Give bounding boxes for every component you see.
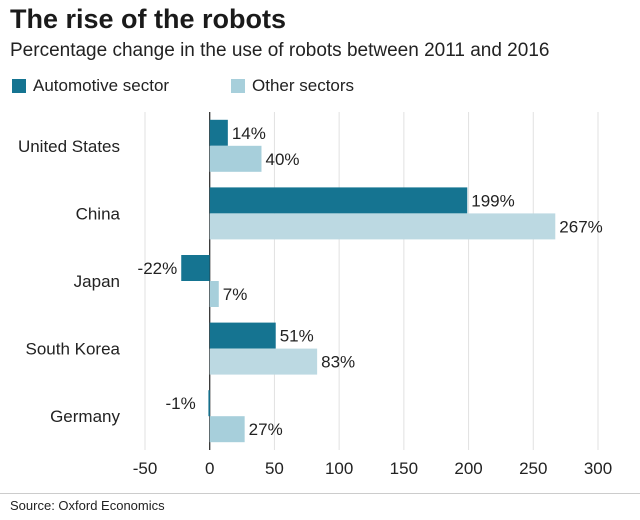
- bar-automotive: [209, 119, 228, 146]
- legend-label-other: Other sectors: [252, 76, 355, 95]
- legend-item-other: Other sectors: [231, 76, 354, 96]
- x-tick-label: 250: [519, 459, 547, 478]
- source-divider: [0, 493, 640, 494]
- x-tick-label: 150: [390, 459, 418, 478]
- legend-swatch-automotive: [12, 79, 26, 93]
- bar-other: [209, 145, 262, 172]
- x-tick-label: 0: [205, 459, 214, 478]
- data-label: 27%: [249, 420, 283, 439]
- bar-automotive: [208, 390, 210, 417]
- bar-automotive: [181, 255, 210, 281]
- data-label: 199%: [471, 191, 514, 210]
- legend-swatch-other: [231, 79, 245, 93]
- chart-subtitle: Percentage change in the use of robots b…: [10, 40, 550, 61]
- bar-other: [209, 348, 318, 375]
- legend-label-automotive: Automotive sector: [33, 76, 170, 95]
- category-label: China: [76, 204, 121, 223]
- legend: Automotive sector Other sectors: [12, 76, 612, 96]
- data-label: 14%: [232, 124, 266, 143]
- category-label: South Korea: [25, 340, 120, 359]
- data-label: 7%: [223, 285, 248, 304]
- bar-other: [209, 281, 219, 307]
- data-label: 267%: [559, 217, 602, 236]
- category-label: United States: [18, 137, 120, 156]
- x-tick-label: 50: [265, 459, 284, 478]
- x-tick-label: 100: [325, 459, 353, 478]
- bar-other: [209, 416, 245, 443]
- data-label: -22%: [138, 259, 178, 278]
- data-label: 40%: [265, 150, 299, 169]
- data-label: 83%: [321, 353, 355, 372]
- category-label: Germany: [50, 407, 120, 426]
- bar-automotive: [209, 322, 276, 349]
- x-tick-label: 200: [454, 459, 482, 478]
- chart-title: The rise of the robots: [10, 4, 287, 34]
- source-note: Source: Oxford Economics: [10, 498, 165, 513]
- data-label: 51%: [280, 327, 314, 346]
- category-label: Japan: [74, 272, 120, 291]
- data-label: -1%: [165, 394, 195, 413]
- bar-other: [209, 213, 556, 240]
- legend-item-automotive: Automotive sector: [12, 76, 169, 96]
- x-tick-label: 300: [584, 459, 612, 478]
- bar-automotive: [209, 187, 468, 214]
- x-tick-label: -50: [133, 459, 158, 478]
